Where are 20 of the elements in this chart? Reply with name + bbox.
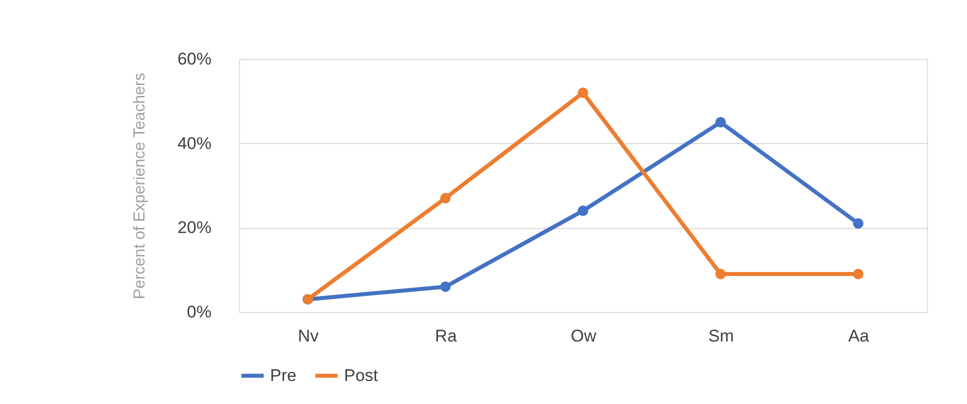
y-tick-label: 20%: [177, 218, 212, 238]
x-tick-label: Aa: [848, 326, 870, 346]
x-tick-label: Nv: [298, 326, 320, 346]
y-tick-label: 60%: [177, 50, 212, 68]
x-tick-label: Ra: [435, 326, 458, 346]
point: [440, 281, 451, 292]
y-tick-label: 40%: [177, 134, 212, 153]
point: [578, 88, 588, 98]
legend-label: Pre: [270, 366, 296, 385]
point: [715, 117, 726, 128]
x-tick-label: Sm: [708, 326, 734, 346]
y-axis-title: Percent of Experience Teachers: [131, 72, 148, 300]
point: [852, 218, 864, 229]
point: [440, 192, 451, 204]
point: [578, 206, 588, 216]
point: [715, 268, 726, 280]
legend-label: Post: [344, 366, 378, 385]
y-tick-label: 0%: [186, 302, 212, 322]
point: [852, 268, 864, 280]
x-tick-label: Ow: [570, 326, 597, 346]
